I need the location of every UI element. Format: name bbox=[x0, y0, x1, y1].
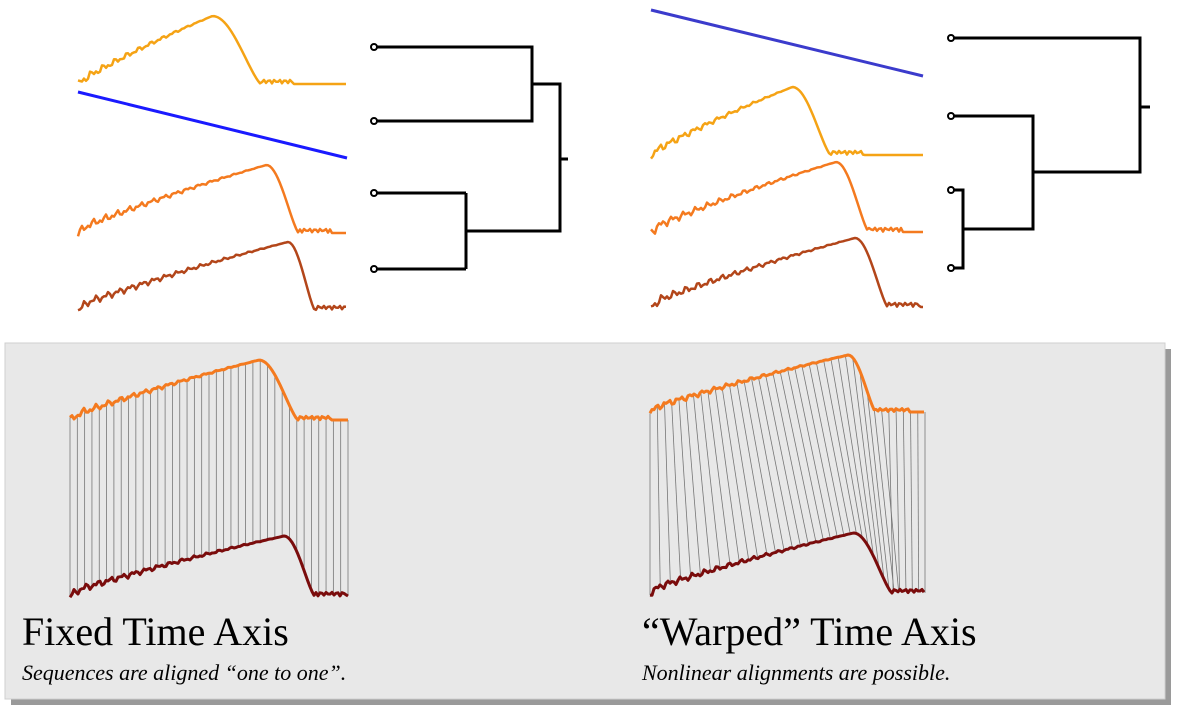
series-curve bbox=[77, 14, 346, 86]
alignment-line bbox=[902, 409, 907, 590]
alignment-line bbox=[779, 371, 817, 542]
leaf bbox=[947, 34, 955, 42]
alignment-line bbox=[700, 391, 721, 570]
leaf bbox=[947, 112, 955, 120]
series-curve bbox=[650, 236, 923, 309]
series-line bbox=[650, 8, 924, 78]
alignment-line bbox=[837, 357, 869, 547]
series-curve bbox=[68, 534, 349, 599]
dendrogram bbox=[374, 45, 568, 271]
alignment-line bbox=[888, 411, 894, 591]
series-curve bbox=[77, 240, 347, 312]
panel-caption: Nonlinear alignments are possible. bbox=[641, 660, 950, 685]
alignment-line bbox=[910, 411, 913, 591]
alignment-line bbox=[823, 360, 857, 534]
alignment-line bbox=[830, 358, 863, 539]
alignment-line bbox=[808, 364, 845, 536]
panel bbox=[4, 342, 1166, 700]
alignment-line bbox=[772, 373, 809, 545]
alignment-line bbox=[707, 391, 731, 564]
alignment-line bbox=[895, 408, 900, 590]
alignment-line bbox=[873, 410, 895, 590]
series-line bbox=[77, 90, 348, 160]
panel-title: Fixed Time Axis bbox=[22, 609, 289, 654]
leaf bbox=[947, 264, 955, 272]
alignment-line bbox=[816, 362, 851, 534]
leaf bbox=[947, 186, 955, 194]
alignment-line bbox=[693, 394, 711, 571]
panel-title: “Warped” Time Axis bbox=[642, 609, 977, 654]
alignment-line bbox=[881, 409, 899, 591]
alignment-line bbox=[801, 365, 838, 537]
leaves bbox=[370, 34, 955, 273]
leaf bbox=[370, 189, 378, 197]
series-curve bbox=[69, 358, 348, 422]
alignment-line bbox=[678, 399, 691, 576]
alignment-line bbox=[664, 402, 671, 584]
alignment-line bbox=[736, 382, 768, 554]
leaf bbox=[370, 265, 378, 273]
leaf bbox=[370, 117, 378, 125]
alignment-line bbox=[671, 403, 681, 578]
alignment-line bbox=[743, 380, 776, 553]
alignment-line bbox=[750, 377, 785, 551]
alignment-line bbox=[866, 391, 890, 590]
alignment-line bbox=[656, 404, 661, 585]
series-curve bbox=[650, 85, 923, 160]
series-curve bbox=[76, 163, 346, 237]
series-curve bbox=[648, 353, 924, 414]
alignment-line bbox=[859, 370, 885, 580]
alignment-line bbox=[721, 389, 750, 560]
dendrogram bbox=[951, 36, 1150, 270]
alignment-line bbox=[794, 367, 831, 539]
leaf bbox=[370, 43, 378, 51]
alignment-line bbox=[787, 368, 824, 540]
panel-caption: Sequences are aligned “one to one”. bbox=[22, 660, 346, 685]
curves bbox=[68, 8, 926, 599]
series-curve bbox=[649, 531, 926, 597]
alignment-line bbox=[758, 377, 793, 548]
alignment-line bbox=[765, 375, 801, 547]
alignment-line bbox=[685, 400, 701, 577]
alignment-line bbox=[729, 385, 759, 559]
alignment-line bbox=[844, 355, 875, 557]
alignment-line bbox=[852, 357, 880, 569]
alignment-line bbox=[917, 411, 920, 593]
alignment-line bbox=[714, 387, 740, 563]
series-curve bbox=[650, 160, 923, 235]
